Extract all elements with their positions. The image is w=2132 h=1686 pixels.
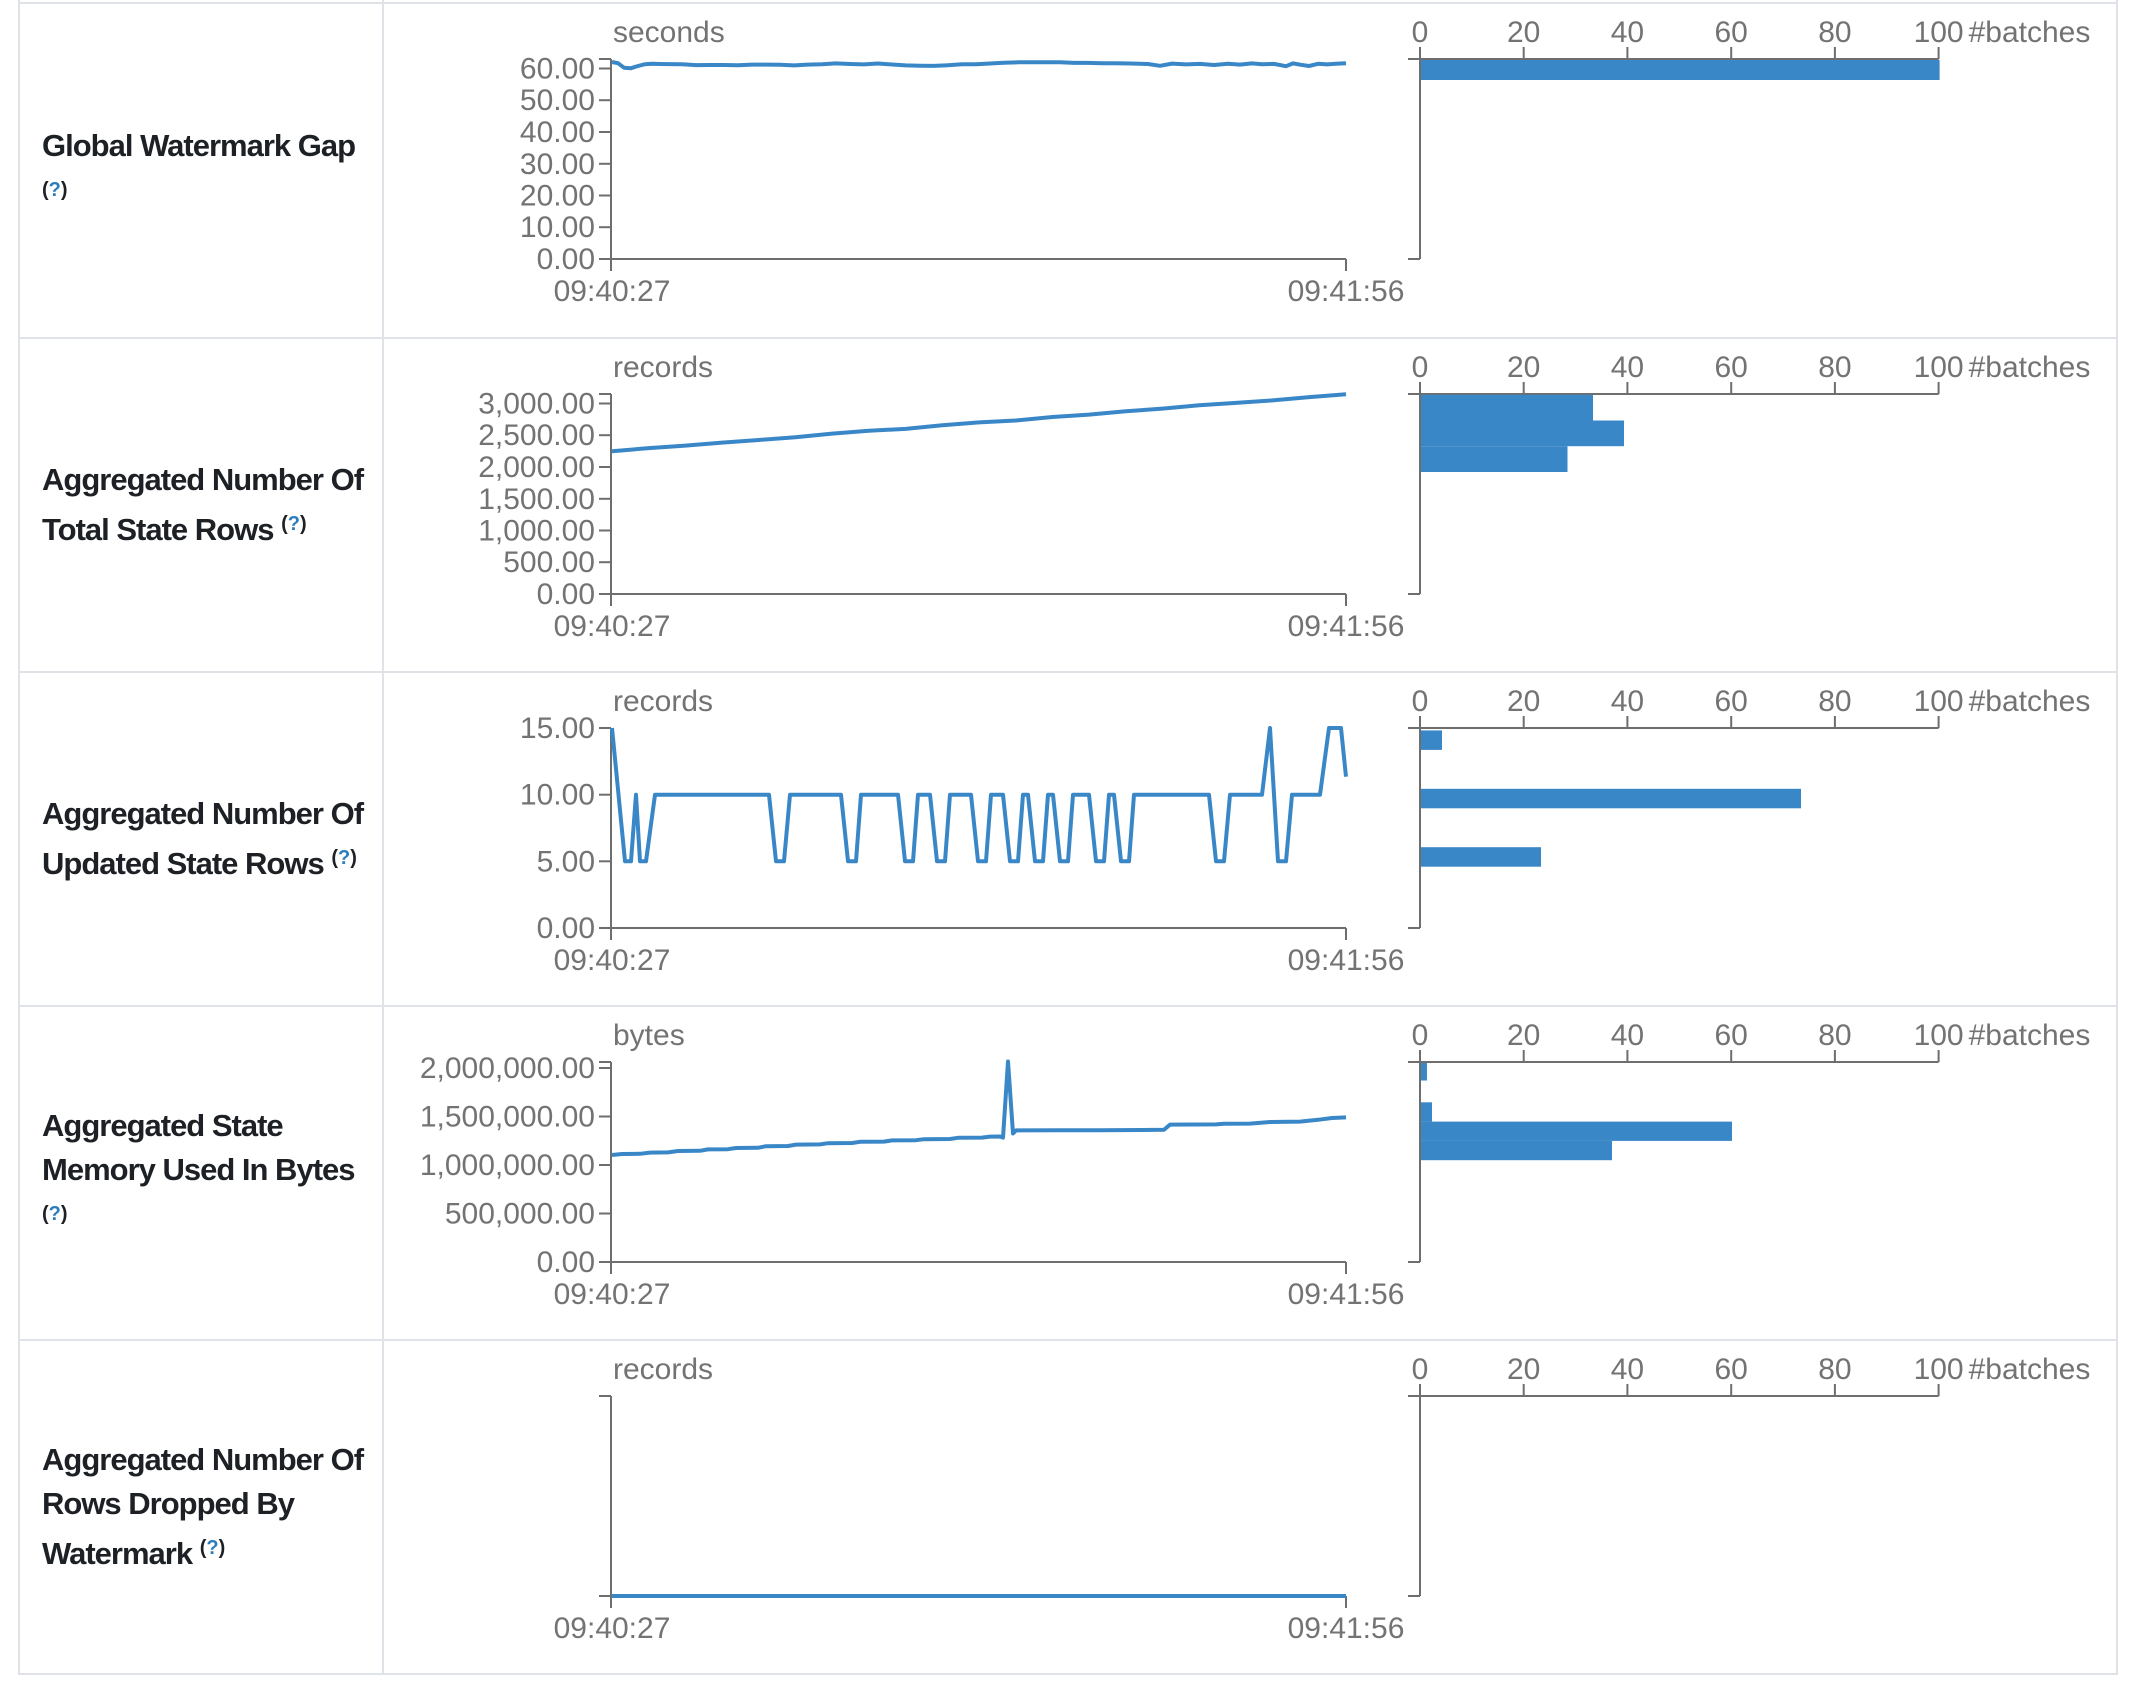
- svg-text:500,000.00: 500,000.00: [445, 1198, 595, 1231]
- svg-text:#batches: #batches: [1969, 351, 2091, 384]
- svg-text:bytes: bytes: [613, 1019, 685, 1052]
- svg-text:#batches: #batches: [1969, 685, 2091, 718]
- svg-text:60.00: 60.00: [520, 53, 595, 86]
- svg-text:#batches: #batches: [1969, 1353, 2091, 1386]
- svg-text:0: 0: [1412, 16, 1429, 49]
- svg-text:09:40:27: 09:40:27: [554, 944, 671, 977]
- svg-text:2,500.00: 2,500.00: [478, 419, 595, 452]
- svg-text:2,000.00: 2,000.00: [478, 451, 595, 484]
- svg-text:500.00: 500.00: [503, 546, 595, 579]
- svg-text:09:41:56: 09:41:56: [1288, 610, 1405, 643]
- svg-text:#batches: #batches: [1969, 1019, 2091, 1052]
- svg-text:1,500.00: 1,500.00: [478, 483, 595, 516]
- svg-text:2,000,000.00: 2,000,000.00: [420, 1052, 595, 1085]
- svg-text:60: 60: [1715, 351, 1748, 384]
- svg-text:100: 100: [1914, 16, 1964, 49]
- svg-text:100: 100: [1914, 1019, 1964, 1052]
- svg-text:09:40:27: 09:40:27: [554, 610, 671, 643]
- svg-text:records: records: [613, 351, 713, 384]
- svg-text:1,000.00: 1,000.00: [478, 515, 595, 548]
- svg-text:30.00: 30.00: [520, 148, 595, 181]
- svg-text:100: 100: [1914, 351, 1964, 384]
- svg-text:20: 20: [1507, 351, 1540, 384]
- svg-text:60: 60: [1715, 1019, 1748, 1052]
- svg-text:0.00: 0.00: [537, 912, 595, 945]
- svg-text:100: 100: [1914, 685, 1964, 718]
- svg-text:80: 80: [1818, 16, 1851, 49]
- svg-text:records: records: [613, 685, 713, 718]
- svg-text:09:40:27: 09:40:27: [554, 1278, 671, 1311]
- svg-text:09:41:56: 09:41:56: [1288, 275, 1405, 308]
- svg-text:20: 20: [1507, 16, 1540, 49]
- svg-text:80: 80: [1818, 1353, 1851, 1386]
- svg-text:1,500,000.00: 1,500,000.00: [420, 1101, 595, 1134]
- svg-text:100: 100: [1914, 1353, 1964, 1386]
- svg-text:15.00: 15.00: [520, 712, 595, 745]
- svg-text:0.00: 0.00: [537, 1246, 595, 1279]
- svg-text:20: 20: [1507, 1353, 1540, 1386]
- svg-text:0.00: 0.00: [537, 243, 595, 276]
- svg-text:09:40:27: 09:40:27: [554, 1612, 671, 1645]
- svg-text:09:41:56: 09:41:56: [1288, 1612, 1405, 1645]
- svg-text:40: 40: [1611, 1353, 1644, 1386]
- svg-text:60: 60: [1715, 685, 1748, 718]
- svg-text:10.00: 10.00: [520, 779, 595, 812]
- svg-text:records: records: [613, 1353, 713, 1386]
- svg-text:1,000,000.00: 1,000,000.00: [420, 1149, 595, 1182]
- svg-text:20.00: 20.00: [520, 180, 595, 213]
- svg-text:40: 40: [1611, 16, 1644, 49]
- svg-text:0: 0: [1412, 351, 1429, 384]
- svg-text:09:41:56: 09:41:56: [1288, 944, 1405, 977]
- svg-text:40: 40: [1611, 685, 1644, 718]
- svg-text:40: 40: [1611, 351, 1644, 384]
- svg-text:80: 80: [1818, 351, 1851, 384]
- svg-text:20: 20: [1507, 685, 1540, 718]
- svg-text:seconds: seconds: [613, 16, 725, 49]
- svg-text:60: 60: [1715, 1353, 1748, 1386]
- svg-text:0.00: 0.00: [537, 578, 595, 611]
- svg-text:20: 20: [1507, 1019, 1540, 1052]
- svg-text:09:40:27: 09:40:27: [554, 275, 671, 308]
- svg-text:09:41:56: 09:41:56: [1288, 1278, 1405, 1311]
- svg-text:3,000.00: 3,000.00: [478, 388, 595, 421]
- svg-text:10.00: 10.00: [520, 211, 595, 244]
- svg-text:80: 80: [1818, 1019, 1851, 1052]
- svg-text:5.00: 5.00: [537, 845, 595, 878]
- svg-text:0: 0: [1412, 1019, 1429, 1052]
- svg-text:80: 80: [1818, 685, 1851, 718]
- svg-text:#batches: #batches: [1969, 16, 2091, 49]
- svg-text:40: 40: [1611, 1019, 1644, 1052]
- svg-text:40.00: 40.00: [520, 116, 595, 149]
- svg-text:60: 60: [1715, 16, 1748, 49]
- svg-text:0: 0: [1412, 685, 1429, 718]
- svg-text:50.00: 50.00: [520, 84, 595, 117]
- svg-text:0: 0: [1412, 1353, 1429, 1386]
